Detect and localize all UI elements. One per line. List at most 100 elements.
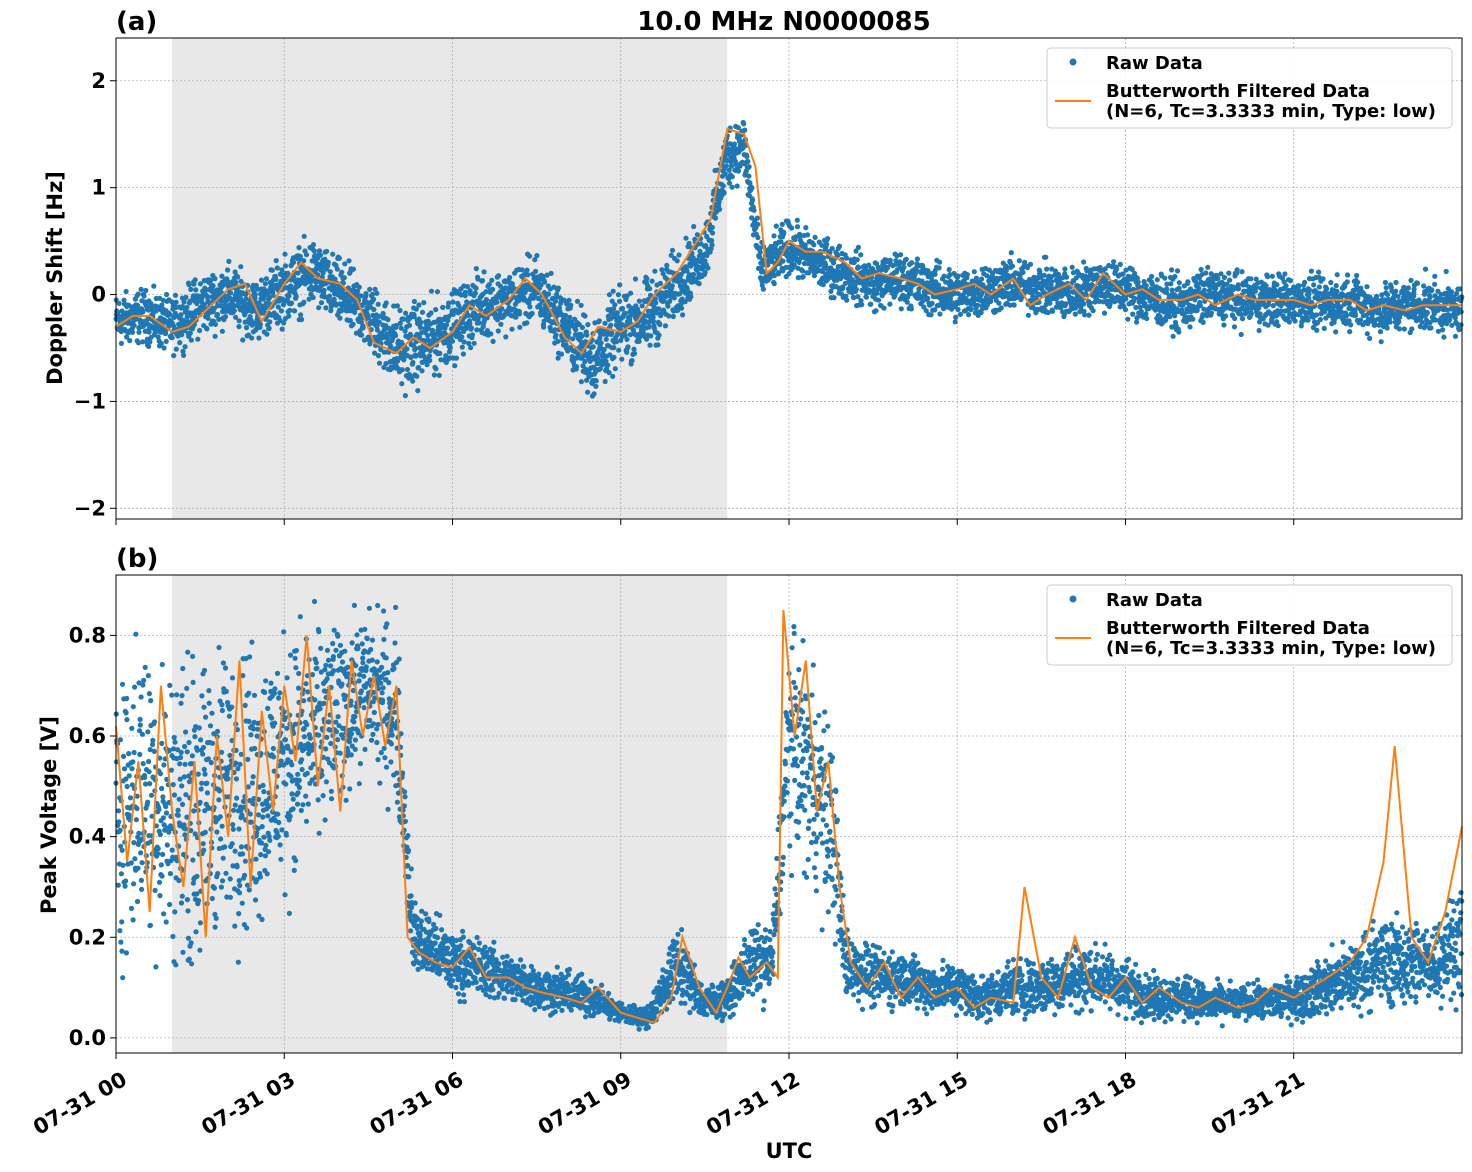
panel-a-raw-point <box>946 266 952 273</box>
panel-a-raw-point <box>1009 263 1016 269</box>
panel-a-raw-point <box>418 330 424 336</box>
panel-a-raw-point <box>914 256 921 262</box>
panel-a-raw-point <box>474 327 480 333</box>
panel-a-raw-point <box>516 311 523 317</box>
panel-a-raw-point <box>1305 317 1311 323</box>
panel-a-raw-point <box>330 251 336 257</box>
panel-a-raw-point <box>876 297 882 303</box>
panel-a-raw-point <box>1215 275 1221 281</box>
panel-a-raw-point <box>665 303 671 309</box>
panel-a-raw-point <box>503 334 509 340</box>
panel-a-raw-point <box>1353 312 1359 318</box>
panel-a-raw-point <box>161 345 167 351</box>
panel-a-raw-point <box>135 291 141 297</box>
panel-a-raw-point <box>181 352 187 358</box>
panel-a-raw-point <box>338 308 345 314</box>
panel-a-raw-point <box>584 332 590 338</box>
panel-a-raw-point <box>507 274 513 281</box>
panel-a-raw-point <box>320 270 326 276</box>
panel-a-raw-point <box>1239 269 1245 275</box>
panel-a-raw-point <box>582 313 588 319</box>
panel-a-raw-point <box>443 322 450 328</box>
panel-a-raw-point <box>1081 301 1087 307</box>
panel-a-raw-point <box>1275 323 1281 329</box>
panel-a-raw-point <box>636 298 643 304</box>
panel-a-raw-point <box>690 271 697 278</box>
panel-a-raw-point <box>121 297 127 303</box>
panel-a-raw-point <box>632 276 639 282</box>
panel-a-raw-point <box>411 314 417 320</box>
panel-a-raw-point <box>812 234 818 240</box>
panel-a-raw-point <box>127 338 133 344</box>
panel-a-raw-point <box>205 294 211 300</box>
panel-a-raw-point <box>188 286 194 292</box>
panel-a-raw-point <box>193 287 199 293</box>
panel-a-raw-point <box>1117 261 1123 267</box>
panel-a-raw-point <box>873 308 879 314</box>
panel-a-raw-point <box>844 297 850 303</box>
panel-a-raw-point <box>611 354 617 360</box>
panel-a-raw-point <box>233 314 239 320</box>
panel-a-raw-point <box>1143 311 1149 317</box>
panel-a-raw-point <box>183 294 189 300</box>
panel-a-raw-point <box>483 289 489 295</box>
panel-a-raw-point <box>1027 261 1034 267</box>
panel-a-raw-point <box>281 320 287 326</box>
panel-a-raw-point <box>467 320 473 326</box>
panel-a-raw-point <box>476 320 482 326</box>
panel-a-raw-point <box>1377 329 1384 335</box>
panel-a-raw-point <box>655 342 661 348</box>
panel-a-raw-point <box>416 302 422 308</box>
panel-a-raw-point <box>449 338 456 344</box>
panel-a-raw-point <box>760 286 767 292</box>
panel-a-raw-point <box>679 305 685 311</box>
panel-a-raw-point <box>332 276 338 282</box>
panel-a-raw-point <box>434 289 441 295</box>
panel-a-raw-point <box>236 324 242 330</box>
panel-a-raw-point <box>410 359 416 366</box>
panel-a-raw-point <box>628 290 634 296</box>
panel-a-raw-point <box>669 283 675 289</box>
panel-a-raw-point <box>468 345 474 351</box>
panel-a-raw-point <box>524 320 530 326</box>
panel-a-raw-point <box>147 339 153 345</box>
panel-a-raw-point <box>459 344 465 350</box>
panel-a-raw-point <box>1308 268 1314 274</box>
panel-a-raw-point <box>180 348 186 354</box>
panel-a-raw-point <box>803 225 809 231</box>
panel-a-raw-point <box>602 378 608 385</box>
panel-a-raw-point <box>863 294 870 300</box>
panel-a-raw-point <box>741 121 747 127</box>
panel-a-raw-point <box>171 353 177 359</box>
panel-a-raw-point <box>178 312 184 318</box>
panel-a-raw-point <box>598 340 604 346</box>
panel-a-raw-point <box>1048 279 1055 285</box>
panel-a-raw-point <box>617 282 623 288</box>
panel-a-raw-point <box>548 270 554 276</box>
panel-a-raw-point <box>124 334 130 340</box>
panel-a-raw-point <box>780 258 786 264</box>
panel-a-raw-point <box>425 325 431 331</box>
panel-a-raw-point <box>197 281 203 287</box>
panel-a-raw-point <box>328 308 334 314</box>
panel-a-raw-point <box>388 343 394 349</box>
panel-a-raw-point <box>436 372 442 378</box>
panel-a-raw-point <box>295 270 301 276</box>
panel-a-raw-point <box>904 299 910 305</box>
panel-a-raw-point <box>470 301 476 307</box>
panel-a-raw-point <box>462 289 468 295</box>
panel-a-raw-point <box>1328 279 1334 286</box>
panel-a-raw-point <box>1069 264 1075 270</box>
panel-a-raw-point <box>255 286 261 292</box>
panel-a-raw-point <box>901 264 907 270</box>
panel-a-raw-point <box>171 314 177 320</box>
panel-a-raw-point <box>116 300 122 306</box>
panel-a-raw-point <box>1286 319 1292 325</box>
panel-a-raw-point <box>186 282 192 288</box>
panel-a-raw-point <box>606 370 612 376</box>
panel-a-raw-point <box>1149 273 1155 280</box>
panel-a-raw-point <box>898 252 904 258</box>
panel-a-raw-point <box>615 292 622 298</box>
panel-a-raw-point <box>445 304 451 310</box>
